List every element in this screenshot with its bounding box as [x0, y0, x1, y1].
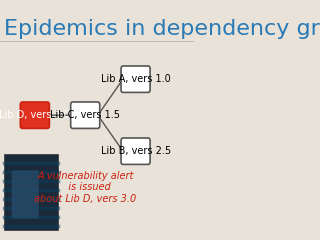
Text: Epidemics in dependency graphs: Epidemics in dependency graphs: [4, 19, 320, 39]
Text: Lib C, vers 1.5: Lib C, vers 1.5: [50, 110, 120, 120]
Text: Lib B, vers 2.5: Lib B, vers 2.5: [100, 146, 171, 156]
Text: Lib D, vers 3.0: Lib D, vers 3.0: [0, 110, 70, 120]
FancyBboxPatch shape: [12, 170, 39, 218]
FancyBboxPatch shape: [121, 66, 150, 92]
FancyBboxPatch shape: [121, 138, 150, 164]
Text: Lib A, vers 1.0: Lib A, vers 1.0: [101, 74, 171, 84]
FancyBboxPatch shape: [71, 102, 100, 128]
Text: A vulnerability alert
   is issued
about Lib D, vers 3.0: A vulnerability alert is issued about Li…: [34, 171, 136, 204]
FancyBboxPatch shape: [20, 102, 49, 128]
FancyBboxPatch shape: [4, 154, 58, 230]
